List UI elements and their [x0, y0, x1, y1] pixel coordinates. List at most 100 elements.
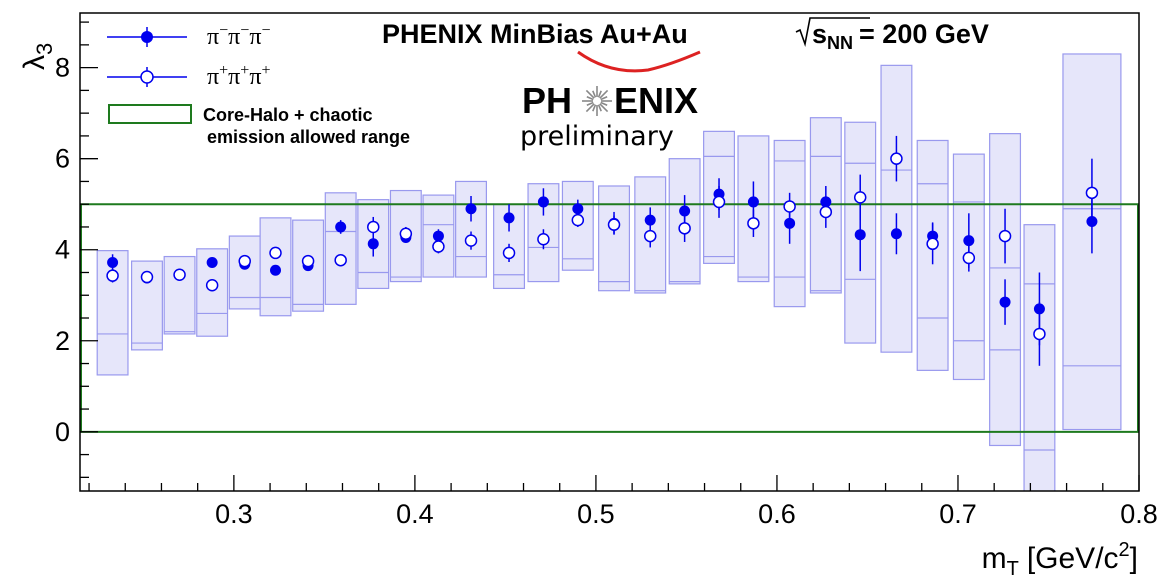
x-tick-label: 0.4 [396, 499, 434, 529]
legend: π−π−π− π+π+π+ Core-Halo + chaotic emissi… [107, 22, 410, 147]
point-minus [890, 228, 902, 240]
burst-ray [586, 101, 594, 106]
legend-item-minus: π−π−π− [107, 22, 270, 50]
point-plus [205, 278, 219, 292]
data-points [106, 135, 1099, 366]
point-plus [643, 229, 657, 243]
y-tick-label: 8 [55, 53, 70, 83]
burst-ray [585, 89, 595, 99]
burst-ray [586, 96, 594, 101]
point-minus [503, 212, 515, 224]
y-tick-label: 6 [55, 144, 70, 174]
point-plus [334, 253, 347, 267]
sys-box [598, 185, 631, 292]
y-tick-label: 2 [55, 326, 70, 356]
x-axis-title: mT [GeV/c2] [982, 539, 1138, 577]
legend-band-swatch [108, 104, 192, 124]
sys-box [163, 255, 196, 335]
burst-ray [600, 96, 608, 101]
point-minus [206, 256, 218, 268]
x-tick-label: 0.5 [577, 499, 615, 529]
point-plus [1033, 327, 1046, 341]
point-plus [106, 269, 119, 282]
point-minus [107, 256, 119, 268]
point-plus [464, 234, 478, 247]
point-plus [140, 270, 154, 284]
point-plus [537, 233, 550, 246]
point-minus [367, 238, 379, 250]
legend-band-line2: emission allowed range [207, 127, 410, 147]
x-tick-label: 0.6 [758, 499, 796, 529]
legend-label-plus: π+π+π+ [207, 62, 270, 90]
point-minus [999, 296, 1011, 308]
sys-box [880, 64, 913, 353]
logo-burst-icon [582, 86, 612, 116]
point-plus [432, 240, 445, 253]
title-energy: sNN = 200 GeV [795, 17, 989, 53]
legend-item-plus: π+π+π+ [107, 62, 270, 90]
point-minus [854, 229, 866, 241]
point-plus [301, 254, 315, 268]
plot-frame [79, 12, 1140, 492]
burst-ray [597, 104, 602, 112]
sys-box [952, 153, 985, 381]
burst-ray [599, 103, 609, 113]
point-minus [747, 196, 759, 208]
sys-box [357, 199, 390, 290]
point-minus [572, 203, 584, 215]
point-minus [963, 235, 975, 247]
point-plus [367, 220, 380, 234]
burst-ray [585, 103, 595, 113]
point-plus [998, 229, 1012, 243]
burst-ray [592, 104, 597, 112]
burst-ray [600, 101, 608, 106]
point-minus [335, 221, 347, 233]
point-plus [853, 191, 867, 204]
legend-marker-filled [141, 31, 153, 43]
point-minus [784, 217, 796, 229]
logo-text-right: ENIX [614, 80, 698, 121]
point-plus [962, 251, 976, 265]
point-plus [678, 222, 691, 235]
title-energy-text: sNN = 200 GeV [812, 19, 989, 53]
legend-marker-open [140, 70, 154, 84]
preliminary-label: preliminary [520, 121, 674, 152]
point-plus [747, 217, 760, 230]
logo-text-left: PH [522, 80, 572, 121]
legend-item-band: Core-Halo + chaotic emission allowed ran… [108, 104, 410, 147]
point-plus [238, 254, 251, 268]
y-tick-label: 4 [55, 235, 70, 265]
point-minus [679, 205, 691, 217]
point-minus [537, 196, 549, 208]
point-plus [783, 200, 796, 213]
x-tick-label: 0.8 [1120, 499, 1158, 529]
x-tick-label: 0.3 [215, 499, 253, 529]
y-tick-label: 0 [55, 417, 70, 447]
point-plus [399, 227, 413, 241]
point-minus [432, 230, 444, 242]
point-plus [712, 195, 726, 209]
point-minus [465, 203, 477, 215]
point-plus [1085, 186, 1099, 200]
sqrt-sign [795, 17, 870, 48]
legend-label-minus: π−π−π− [207, 22, 270, 50]
point-plus [607, 218, 621, 231]
chart-title: PHENIX MinBias Au+Au [382, 19, 688, 49]
point-plus [502, 246, 516, 260]
point-plus [571, 213, 585, 227]
point-minus [644, 214, 656, 226]
phenix-logo: PH ENIX preliminary [520, 50, 701, 152]
sys-box [455, 180, 488, 278]
point-plus [173, 268, 186, 282]
systematic-boxes [96, 53, 1122, 491]
burst-ray [599, 89, 609, 99]
sys-box [324, 192, 357, 305]
point-plus [890, 152, 903, 165]
y-axis: 0 2 4 6 8 [55, 21, 98, 478]
point-plus [819, 205, 833, 219]
burst-ray [592, 90, 597, 98]
point-minus [270, 264, 282, 276]
x-tick-label: 0.7 [939, 499, 977, 529]
x-axis: 0.3 0.4 0.5 0.6 0.7 0.8 [88, 475, 1158, 529]
